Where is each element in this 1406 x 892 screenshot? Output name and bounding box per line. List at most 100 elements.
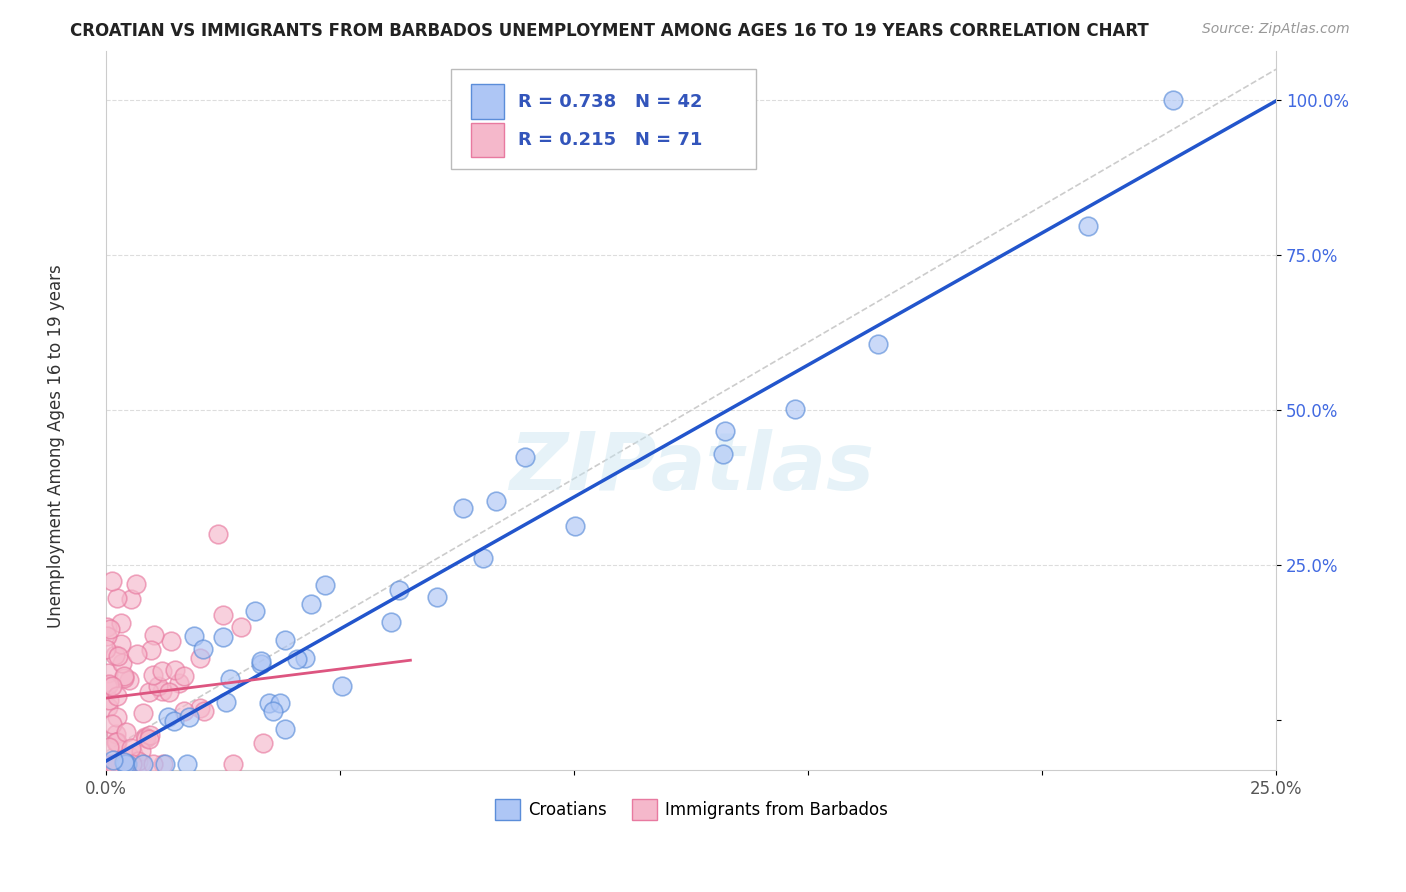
Point [104, 648, 127, 662]
Point [252, 736, 274, 750]
Point [97, 677, 120, 691]
Point [135, 731, 157, 745]
Point [212, 630, 235, 644]
Point [157, 685, 180, 699]
Point [179, 710, 201, 724]
Point [163, 663, 186, 677]
Point [183, 629, 205, 643]
Point [125, 647, 148, 661]
Point [1077, 219, 1099, 233]
Point [176, 756, 198, 771]
Point [111, 756, 134, 771]
Point [388, 582, 411, 597]
Point [564, 519, 586, 533]
Point [152, 756, 174, 771]
Point [97, 756, 120, 771]
Point [156, 709, 179, 723]
Point [105, 735, 128, 749]
Point [143, 627, 166, 641]
Point [380, 615, 402, 630]
Text: CROATIAN VS IMMIGRANTS FROM BARBADOS UNEMPLOYMENT AMONG AGES 16 TO 19 YEARS CORR: CROATIAN VS IMMIGRANTS FROM BARBADOS UNE… [70, 22, 1149, 40]
Point [96, 619, 118, 633]
Text: Source: ZipAtlas.com: Source: ZipAtlas.com [1202, 22, 1350, 37]
Point [105, 727, 128, 741]
Point [250, 654, 273, 668]
Point [515, 450, 537, 464]
Point [125, 576, 148, 591]
Point [866, 337, 889, 351]
Point [101, 574, 124, 588]
Point [131, 756, 153, 771]
Point [207, 527, 229, 541]
Point [193, 704, 215, 718]
Point [105, 689, 128, 703]
Point [115, 756, 138, 771]
Legend: Croatians, Immigrants from Barbados: Croatians, Immigrants from Barbados [488, 793, 894, 826]
Point [211, 607, 233, 622]
Point [129, 744, 152, 758]
Point [243, 604, 266, 618]
Point [218, 672, 240, 686]
Point [250, 657, 273, 671]
Point [112, 755, 135, 769]
Point [294, 651, 316, 665]
Point [150, 683, 173, 698]
Point [111, 656, 134, 670]
Point [127, 754, 149, 768]
Point [110, 637, 132, 651]
Point [96, 629, 118, 643]
Point [1161, 93, 1184, 107]
Bar [471, 85, 503, 119]
Point [273, 722, 295, 736]
Point [150, 664, 173, 678]
Point [118, 673, 141, 687]
Point [97, 700, 120, 714]
Point [107, 649, 129, 664]
Point [269, 696, 291, 710]
Point [110, 615, 132, 630]
Point [121, 756, 143, 771]
Point [118, 748, 141, 763]
Point [96, 679, 118, 693]
Point [193, 642, 215, 657]
Point [114, 724, 136, 739]
Point [101, 679, 124, 693]
Point [101, 717, 124, 731]
Point [257, 696, 280, 710]
Point [162, 714, 184, 728]
Point [139, 643, 162, 657]
Point [103, 756, 125, 771]
Point [167, 676, 190, 690]
Point [112, 669, 135, 683]
Point [173, 669, 195, 683]
Point [134, 731, 156, 745]
Point [221, 756, 243, 771]
Point [173, 705, 195, 719]
Point [155, 756, 177, 771]
Point [332, 679, 354, 693]
Point [122, 747, 145, 761]
Point [188, 650, 211, 665]
Point [215, 695, 238, 709]
Point [108, 756, 131, 771]
Bar [471, 122, 503, 157]
Point [112, 671, 135, 685]
Point [142, 756, 165, 771]
Point [114, 756, 136, 771]
Text: R = 0.738   N = 42: R = 0.738 N = 42 [517, 93, 703, 111]
Point [120, 592, 142, 607]
Point [138, 685, 160, 699]
Point [96, 641, 118, 656]
Point [314, 578, 336, 592]
Point [188, 701, 211, 715]
Point [132, 706, 155, 720]
Text: Unemployment Among Ages 16 to 19 years: Unemployment Among Ages 16 to 19 years [48, 264, 65, 628]
Point [485, 493, 508, 508]
Point [262, 704, 284, 718]
Text: R = 0.215   N = 71: R = 0.215 N = 71 [517, 131, 703, 149]
Point [98, 622, 121, 636]
FancyBboxPatch shape [451, 69, 755, 169]
Point [98, 739, 121, 754]
Point [472, 550, 495, 565]
Point [121, 740, 143, 755]
